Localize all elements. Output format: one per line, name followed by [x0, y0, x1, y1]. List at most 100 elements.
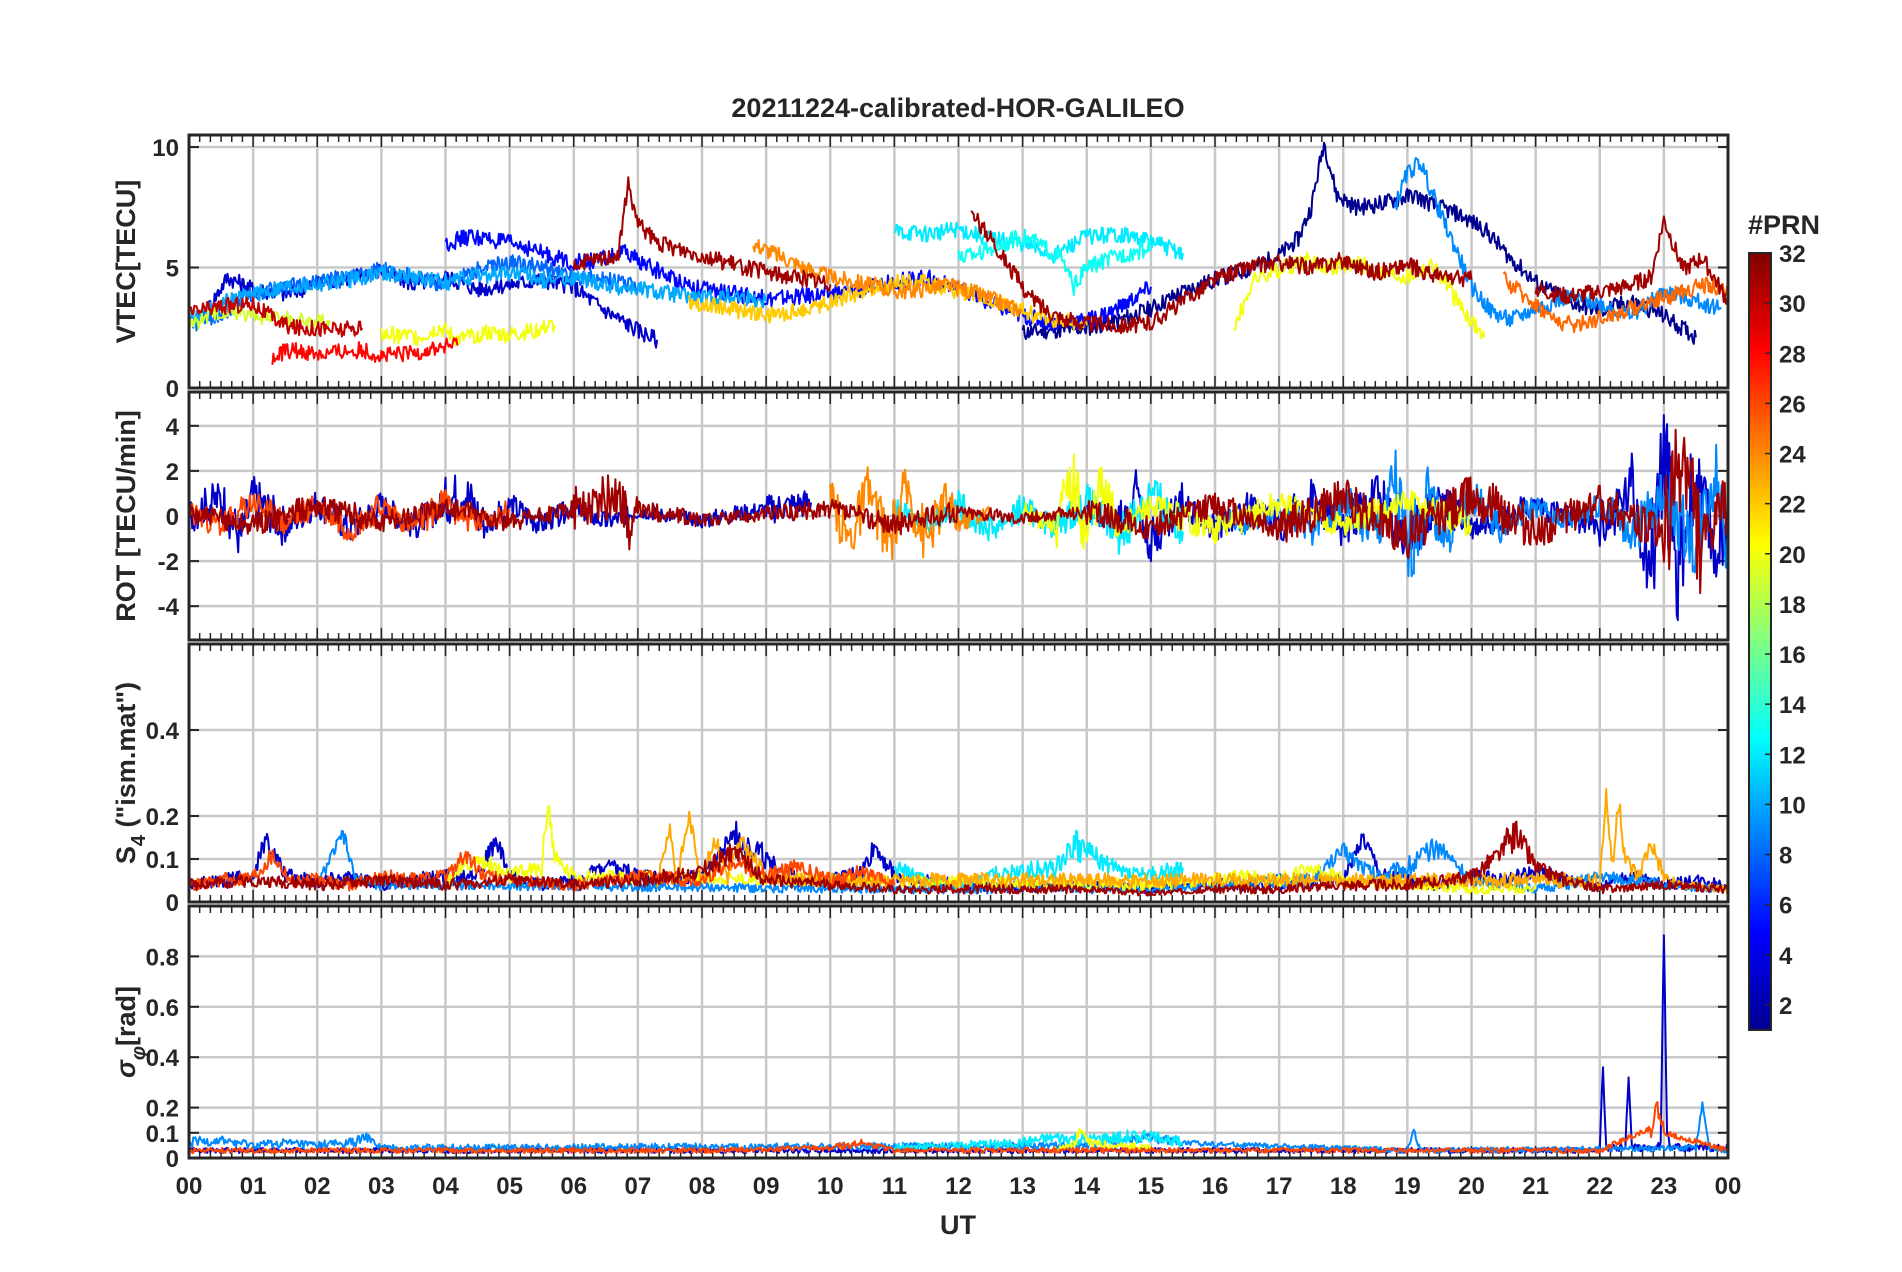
x-tick-label: 17 [1266, 1173, 1293, 1200]
panel-s4: 0 0.1 0.2 0.4S4 ("ism.mat") [111, 642, 1730, 917]
y-tick-label: 0 [166, 890, 179, 917]
y-tick-label: 4 [166, 414, 180, 441]
x-tick-label: 03 [368, 1173, 395, 1200]
x-tick-label: 18 [1330, 1173, 1357, 1200]
x-tick-label: 20 [1458, 1173, 1485, 1200]
series-line-prn-13 [957, 228, 1152, 297]
series-line-prn-26 [189, 1101, 1728, 1155]
colorbar-tick-label: 4 [1779, 943, 1793, 970]
colorbar-tick-label: 32 [1779, 241, 1806, 268]
y-tick-label: 0 [166, 1146, 179, 1173]
y-tick-label: 0.4 [146, 718, 180, 745]
y-tick-label: 0 [166, 376, 179, 403]
series-line-prn-31 [970, 210, 1473, 335]
chart-title: 20211224-calibrated-HOR-GALILEO [731, 93, 1184, 123]
y-tick-label: 0.8 [146, 944, 179, 971]
x-tick-label: 11 [882, 1173, 907, 1200]
series-line-prn-24 [829, 466, 992, 561]
series-group [189, 141, 1728, 365]
colorbar-tick-label: 24 [1779, 442, 1806, 469]
x-tick-label: 09 [753, 1173, 780, 1200]
series-group [189, 934, 1728, 1155]
series-line-prn-28 [271, 337, 459, 365]
x-tick-label: 19 [1394, 1173, 1421, 1200]
series-line-prn-31 [1534, 215, 1728, 305]
panel-frame [187, 390, 1730, 642]
x-tick-label: 06 [560, 1173, 587, 1200]
y-tick-label: 0.6 [146, 995, 179, 1022]
series-group [189, 787, 1728, 897]
series-line-prn-25 [1502, 271, 1728, 334]
y-tick-label: 0.1 [146, 1121, 179, 1148]
y-axis-label: VTEC[TECU] [111, 180, 141, 344]
y-axis-label: ROT [TECU/min] [111, 410, 141, 621]
series-group [189, 414, 1728, 622]
series-line-prn-30 [189, 296, 364, 338]
y-tick-label: 5 [166, 256, 179, 283]
y-axis-label: S4 ("ism.mat") [111, 682, 150, 864]
series-line-prn-24 [752, 239, 1023, 318]
x-tick-label: 14 [1073, 1173, 1100, 1200]
x-tick-label: 07 [625, 1173, 652, 1200]
panel-sigphi: 00.10.2 0.4 0.6 0.8 σφ[rad] [111, 904, 1730, 1173]
series-line-prn-5 [444, 229, 1152, 332]
y-tick-label: 10 [152, 135, 179, 162]
colorbar-tick-label: 6 [1779, 893, 1792, 920]
x-tick-label: 05 [496, 1173, 523, 1200]
colorbar-tick-label: 28 [1779, 341, 1806, 368]
series-line-prn-10 [189, 264, 768, 329]
colorbar-tick-label: 2 [1779, 993, 1792, 1020]
x-tick-label: 10 [817, 1173, 844, 1200]
x-tick-label: 23 [1651, 1173, 1678, 1200]
colorbar-tick-label: 16 [1779, 642, 1806, 669]
y-tick-label: -2 [158, 549, 179, 576]
colorbar-title: #PRN [1748, 210, 1820, 240]
colorbar-tick-label: 20 [1779, 542, 1806, 569]
colorbar-tick-label: 30 [1779, 291, 1806, 318]
panel-frame [187, 642, 1730, 904]
x-axis-label: UT [940, 1210, 976, 1240]
x-axis: 00 01 02 03 04 05 06 07 08 09 10 11 12 13 14 15 16 17 18 19… [176, 1173, 1742, 1200]
panel-vtec: 0 5 10 VTEC[TECU] [111, 133, 1730, 403]
y-tick-label: 0.2 [146, 804, 179, 831]
colorbar-tick-label: 8 [1779, 843, 1792, 870]
x-tick-label: 02 [304, 1173, 331, 1200]
x-tick-label: 01 [240, 1173, 267, 1200]
panel-frame [187, 904, 1730, 1160]
colorbar-tick-label: 10 [1779, 792, 1806, 819]
series-line-prn-31 [189, 428, 1728, 595]
y-axis-label: σφ[rad] [111, 986, 150, 1078]
x-tick-label: 00 [176, 1173, 203, 1200]
colorbar-gradient [1748, 252, 1772, 1031]
y-tick-label: 0.2 [146, 1096, 179, 1123]
colorbar-tick-label: 14 [1779, 692, 1806, 719]
panel-rot: -4 -2 0 2 4 ROT [TECU/min] [111, 390, 1730, 642]
series-line-prn-20 [1053, 1128, 1152, 1152]
series-line-prn-19 [189, 302, 331, 331]
y-tick-label: -4 [158, 594, 180, 621]
series-line-prn-20 [380, 319, 556, 346]
x-tick-label: 21 [1522, 1173, 1549, 1200]
series-line-prn-12 [893, 1129, 1184, 1152]
series-line-prn-31 [189, 820, 1728, 897]
x-tick-label: 00 [1715, 1173, 1742, 1200]
x-tick-label: 12 [945, 1173, 972, 1200]
panel-frame [187, 133, 1730, 390]
y-tick-label: 2 [166, 459, 179, 486]
x-tick-label: 08 [689, 1173, 716, 1200]
x-tick-label: 16 [1202, 1173, 1229, 1200]
x-tick-label: 04 [432, 1173, 459, 1200]
x-tick-label: 22 [1586, 1173, 1613, 1200]
y-tick-label: 0.1 [146, 847, 179, 874]
x-tick-label: 15 [1138, 1173, 1165, 1200]
y-tick-label: 0.4 [146, 1045, 180, 1072]
colorbar-tick-label: 12 [1779, 742, 1806, 769]
colorbar-tick-label: 22 [1779, 492, 1806, 519]
colorbar-tick-label: 26 [1779, 391, 1806, 418]
series-line-prn-12 [893, 221, 1184, 264]
colorbar-tick-label: 18 [1779, 592, 1806, 619]
series-line-prn-31 [572, 176, 832, 292]
